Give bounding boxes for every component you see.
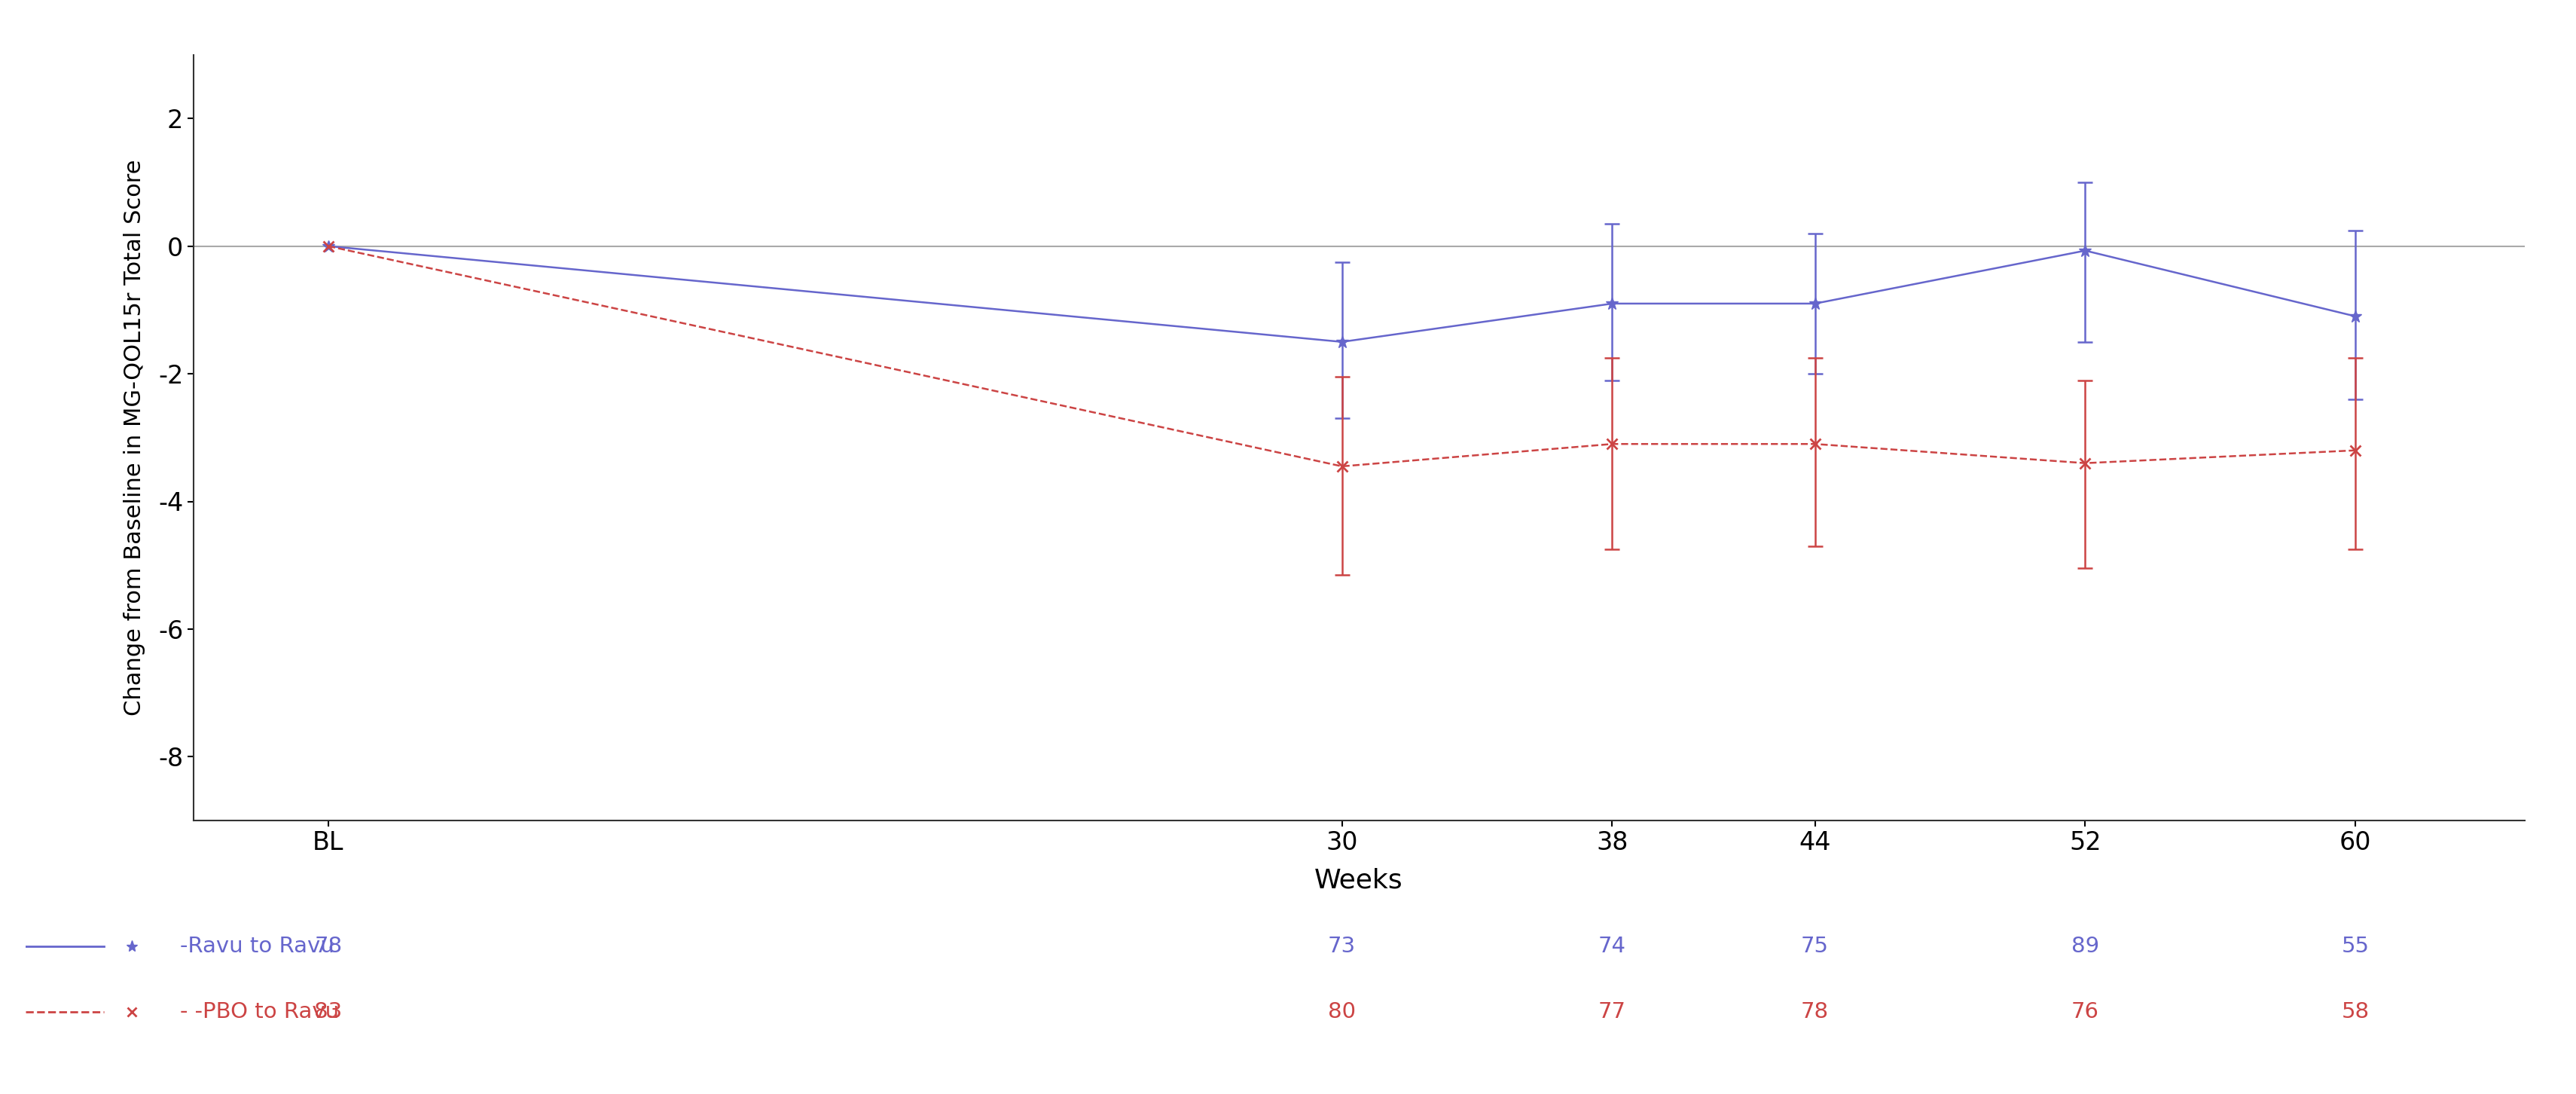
Text: - -PBO to Ravu: - -PBO to Ravu — [180, 1001, 340, 1023]
Text: 77: 77 — [1597, 1001, 1625, 1023]
Text: 73: 73 — [1329, 935, 1355, 957]
Text: 78: 78 — [314, 935, 343, 957]
X-axis label: Weeks: Weeks — [1314, 868, 1404, 894]
Text: 78: 78 — [1801, 1001, 1829, 1023]
Text: 58: 58 — [2342, 1001, 2370, 1023]
Text: 83: 83 — [314, 1001, 343, 1023]
Text: 55: 55 — [2342, 935, 2370, 957]
Text: 76: 76 — [2071, 1001, 2099, 1023]
Text: 80: 80 — [1329, 1001, 1355, 1023]
Y-axis label: Change from Baseline in MG-QOL15r Total Score: Change from Baseline in MG-QOL15r Total … — [124, 160, 147, 715]
Text: 89: 89 — [2071, 935, 2099, 957]
Text: 74: 74 — [1597, 935, 1625, 957]
Text: 75: 75 — [1801, 935, 1829, 957]
Text: -Ravu to Ravu: -Ravu to Ravu — [180, 935, 335, 957]
